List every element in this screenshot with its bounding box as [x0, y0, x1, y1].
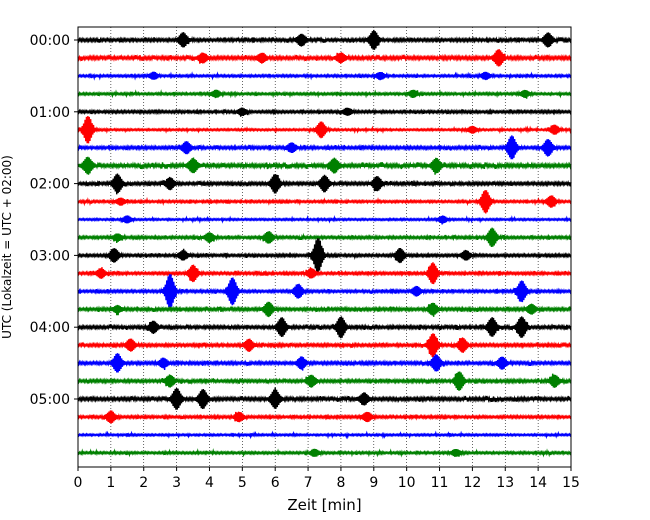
- trace-0330: [77, 274, 572, 309]
- x-tick-label: 10: [398, 475, 416, 491]
- trace-0230: [77, 214, 572, 225]
- trace-0215: [77, 190, 572, 214]
- trace-0415: [77, 333, 572, 358]
- y-tick-label: 03:00: [30, 248, 70, 264]
- x-tick-label: 15: [562, 475, 580, 491]
- x-tick-label: 3: [172, 475, 181, 491]
- x-tick-label: 5: [238, 475, 247, 491]
- trace-0015: [77, 49, 572, 67]
- x-tick-label: 2: [139, 475, 148, 491]
- x-tick-label: 9: [369, 475, 378, 491]
- trace-0445: [77, 371, 572, 391]
- y-tick-label: 04:00: [30, 320, 70, 336]
- x-tick-label: 11: [431, 475, 449, 491]
- trace-0530: [77, 430, 572, 440]
- trace-0130: [77, 135, 572, 160]
- x-tick-label: 14: [529, 475, 547, 491]
- trace-0115: [77, 116, 572, 144]
- trace-0245: [77, 227, 572, 247]
- trace-0300: [77, 238, 572, 273]
- trace-0430: [77, 353, 572, 373]
- trace-0515: [77, 410, 572, 424]
- y-tick-label: 00:00: [30, 33, 70, 49]
- x-axis-label: Zeit [min]: [287, 496, 361, 514]
- x-tick-label: 8: [336, 475, 345, 491]
- trace-0400: [77, 316, 572, 339]
- x-tick-label: 1: [106, 475, 115, 491]
- trace-0315: [77, 262, 572, 285]
- trace-0500: [77, 387, 572, 410]
- x-tick-label: 4: [205, 475, 214, 491]
- trace-0030: [77, 71, 572, 81]
- trace-0345: [77, 301, 572, 318]
- x-axis-ticks: 0 1 2 3 4 5 6 7 8 9 10 11 12 13 14 15: [74, 467, 580, 491]
- x-tick-label: 7: [304, 475, 313, 491]
- trace-0200: [77, 173, 572, 195]
- trace-0100: [77, 107, 572, 117]
- trace-0545: [77, 448, 572, 458]
- x-tick-label: 0: [74, 475, 83, 491]
- x-tick-label: 12: [463, 475, 481, 491]
- y-tick-label: 05:00: [30, 392, 70, 408]
- seismic-traces: [77, 29, 572, 458]
- trace-0145: [77, 156, 572, 175]
- y-tick-label: 02:00: [30, 177, 70, 193]
- y-axis-label: UTC (Lokalzeit = UTC + 02:00): [0, 155, 14, 339]
- plot-frame: [77, 26, 572, 468]
- x-tick-label: 13: [496, 475, 514, 491]
- y-axis-ticks: 00:00 01:00 02:00 03:00 04:00 05:00: [30, 33, 78, 408]
- trace-0000: [77, 29, 572, 50]
- x-tick-label: 6: [271, 475, 280, 491]
- y-tick-label: 01:00: [30, 105, 70, 121]
- trace-0045: [77, 89, 572, 99]
